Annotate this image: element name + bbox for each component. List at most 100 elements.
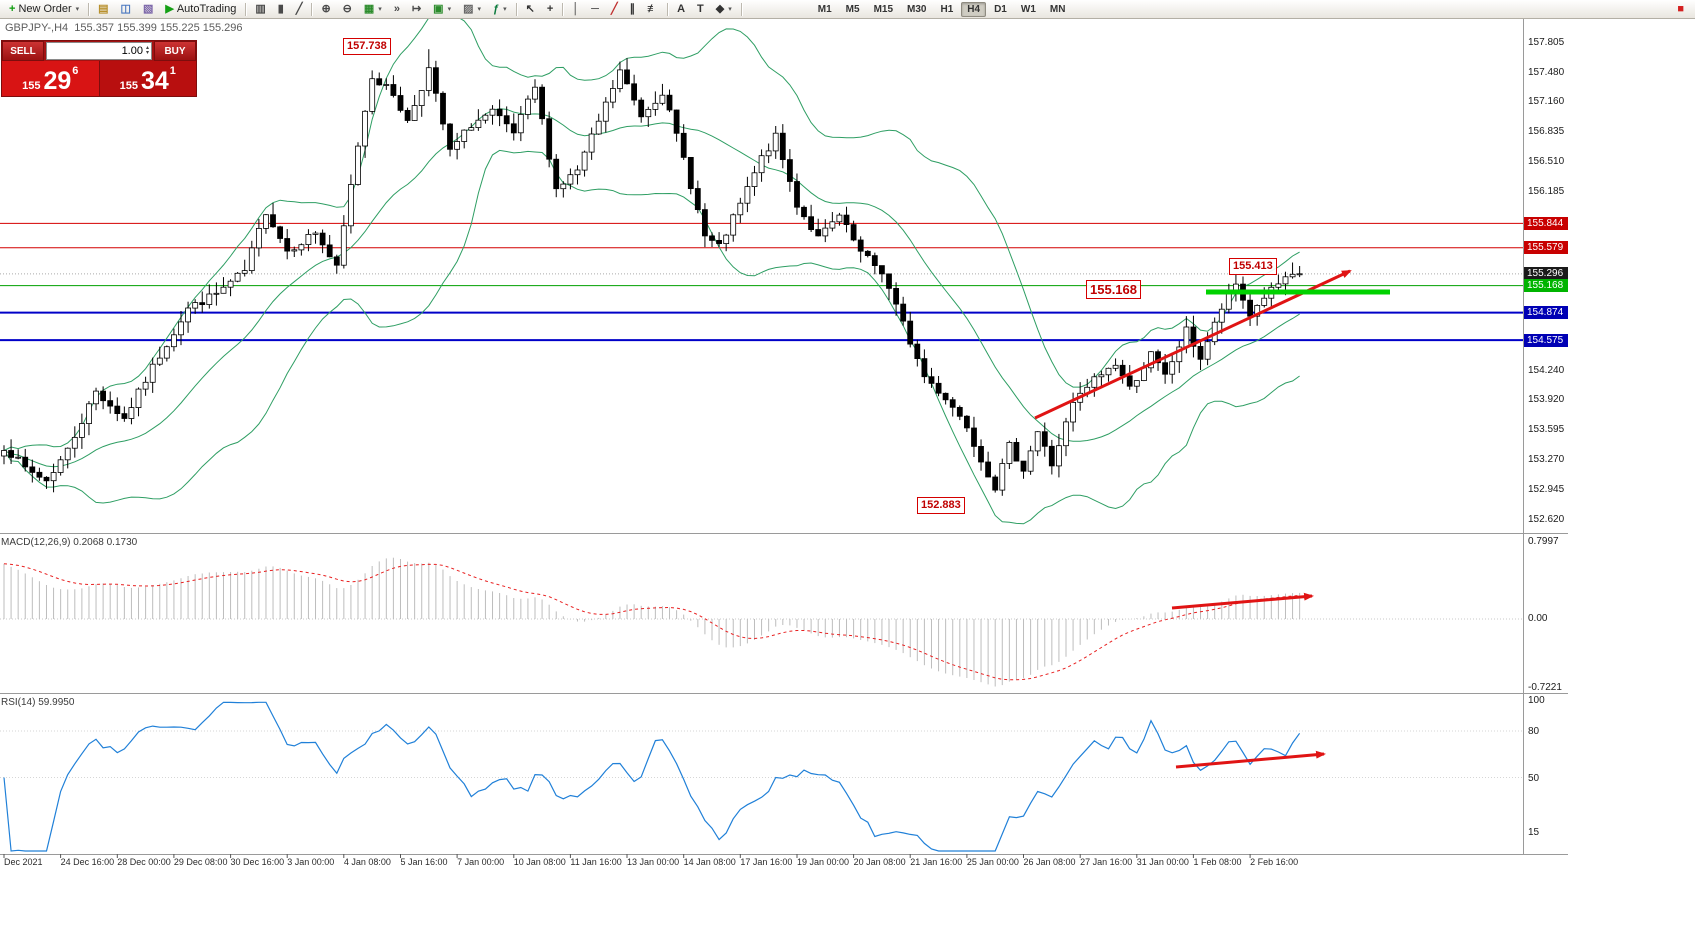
data-window-icon[interactable]: ◫ [116,1,136,18]
buy-button[interactable]: BUY [154,41,196,61]
horizontal-line-icon[interactable]: ─ [586,1,604,18]
sell-price-pips: 29 [43,67,72,95]
macd-histogram [3,557,1301,687]
candlestick-mode-icon: ▮ [277,2,284,15]
time-axis-label: 10 Jan 08:00 [513,857,566,867]
time-axis-label: 30 Dec 16:00 [230,857,285,867]
chart-shift-icon: ↦ [411,2,422,15]
timeframe-m1[interactable]: M1 [817,3,832,15]
price-annotation[interactable]: 157.738 [343,38,391,55]
timeframe-mn[interactable]: MN [1049,3,1066,15]
text-label-icon[interactable]: T [692,1,709,18]
line-chart-mode-icon: ╱ [295,2,303,15]
volume-value: 1.00 [121,45,143,57]
fibonacci-icon: ≢ [647,2,659,15]
vertical-line-icon[interactable]: │ [567,1,584,18]
zoom-in-icon[interactable]: ⊕ [316,1,335,18]
fibonacci-icon[interactable]: ≢ [642,1,663,18]
new-order-button[interactable]: + New Order ▾ [4,1,84,18]
market-watch-icon[interactable]: ▤ [93,1,113,18]
price-axis-label: 154.240 [1528,364,1565,376]
cursor-icon[interactable]: ↖ [521,1,540,18]
rsi-line [3,701,1301,852]
toolbar-separator [88,2,90,16]
toolbar-separator [562,2,564,16]
new-chart-icon[interactable]: ▣ ▾ [428,1,456,18]
tile-windows-icon[interactable]: ▦ ▾ [359,1,387,18]
timeframe-w1[interactable]: W1 [1020,3,1036,15]
timeframe-h4[interactable]: H4 [961,1,987,17]
timeframe-d1[interactable]: D1 [994,3,1007,15]
timeframe-m30[interactable]: M30 [907,3,927,15]
line-chart-mode-icon[interactable]: ╱ [291,1,308,18]
timeframe-m15[interactable]: M15 [873,3,894,15]
text-icon: A [677,2,686,15]
chart-shift-icon[interactable]: ↦ [407,1,426,18]
price-annotation[interactable]: 152.883 [917,497,965,514]
time-axis-label: 26 Jan 08:00 [1023,857,1076,867]
time-axis-label: 21 Jan 16:00 [910,857,963,867]
dropdown-arrow-icon: ▾ [75,6,80,13]
spinner-up-icon[interactable]: ▴ [145,45,149,51]
time-axis-label: 3 Jan 00:00 [287,857,335,867]
indicators-icon[interactable]: ƒ ▾ [488,1,512,18]
spinner-down-icon[interactable]: ▾ [145,50,149,56]
price-axis-label: 153.595 [1528,424,1565,436]
buy-price[interactable]: 155 34 1 [99,61,196,96]
templates-icon[interactable]: ▨ ▾ [458,1,486,18]
trend-arrow[interactable] [1034,269,1352,420]
toolbar-separator [515,2,517,16]
toolbar-separator [245,2,247,16]
dropdown-arrow-icon: ▾ [503,6,507,13]
timeframe-toolbar: M1 M5 M15 M30 H1 H4 D1 W1 MN [811,1,1073,17]
horizontal-line-icon: ─ [591,2,599,15]
trend-arrow[interactable] [1171,592,1314,610]
price-annotation[interactable]: 155.413 [1229,258,1277,275]
trendline-icon[interactable]: ╱ [606,1,623,18]
auto-scroll-icon[interactable]: » [389,1,405,18]
sell-button[interactable]: SELL [2,41,44,61]
channel-icon[interactable]: ∥ [625,1,641,18]
vertical-line-icon: │ [572,2,580,15]
rsi-axis-label: 80 [1528,726,1540,737]
bar-chart-mode-icon[interactable]: ▥ [250,1,270,18]
time-axis-label: 7 Jan 00:00 [457,857,505,867]
price-axis-label: 157.480 [1528,66,1565,78]
auto-scroll-icon: » [393,2,400,15]
zoom-out-icon[interactable]: ⊖ [338,1,357,18]
macd-axis-label: -0.7221 [1528,682,1562,694]
bar-chart-mode-icon: ▥ [255,2,266,15]
crosshair-icon[interactable]: + [542,1,558,18]
volume-input[interactable]: 1.00 ▴ ▾ [46,42,152,60]
price-axis-label: 153.920 [1528,394,1565,406]
time-axis-label: 24 Dec 16:00 [60,857,115,867]
candlestick-mode-icon[interactable]: ▮ [273,1,289,18]
text-icon[interactable]: A [672,1,690,18]
rsi-axis-label: 15 [1528,826,1540,838]
time-axis-label: Dec 2021 [4,857,43,867]
time-axis-label: 17 Jan 16:00 [740,857,793,867]
price-axis-label: 153.270 [1528,454,1565,466]
timeframe-h1[interactable]: H1 [940,3,954,15]
crosshair-icon: + [546,2,554,15]
price-axis-label: 156.510 [1528,156,1565,168]
volume-spinner[interactable]: ▴ ▾ [145,45,149,56]
price-annotation[interactable]: 155.168 [1086,280,1141,299]
timeframe-m5[interactable]: M5 [845,3,860,15]
time-axis-label: 4 Jan 08:00 [343,857,391,867]
price-axis-tag: 155.579 [1524,241,1568,255]
one-click-trade-panel: SELL 1.00 ▴ ▾ BUY 155 29 6 155 34 1 [1,40,197,97]
arrows-icon[interactable]: ◆ ▾ [711,1,737,18]
sell-price[interactable]: 155 29 6 [2,61,100,96]
terminal-icon[interactable]: ▧ [138,1,158,18]
toolbar-separator [740,2,742,16]
candles-series [1,49,1303,496]
autotrading-button[interactable]: ▶ AutoTrading [160,1,241,18]
price-axis-tag: 155.296 [1524,267,1568,281]
community-icon[interactable]: ■ [1677,3,1684,15]
indicators-icon: ƒ [493,2,500,15]
data-window-icon: ◫ [120,2,131,15]
dropdown-arrow-icon: ▾ [728,6,732,13]
trend-arrow[interactable] [1175,750,1326,769]
